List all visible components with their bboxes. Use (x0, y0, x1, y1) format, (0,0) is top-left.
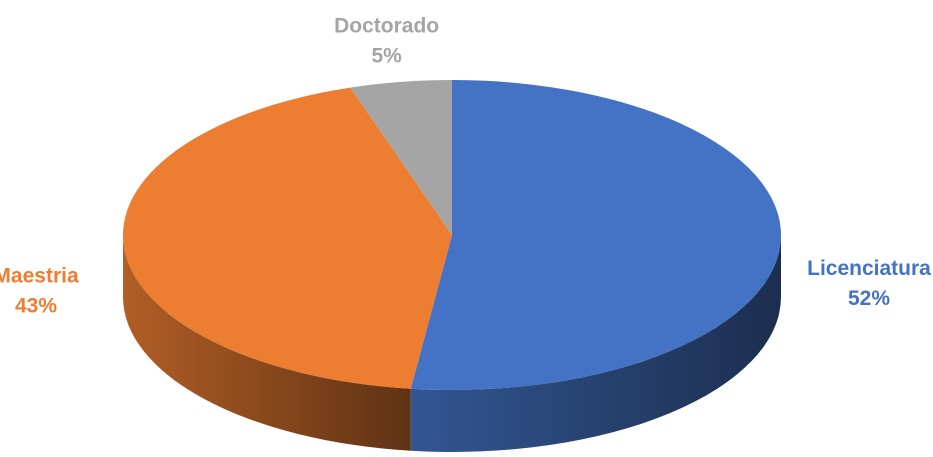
value-label: 5% (371, 44, 402, 67)
slice (123, 87, 453, 389)
value-label: 43% (15, 294, 57, 317)
slice (350, 80, 452, 235)
category-label: Doctorado (334, 14, 439, 37)
category-label: Maestria (0, 264, 79, 287)
category-label: Licenciatura (807, 257, 931, 280)
slice (410, 80, 782, 390)
value-label: 52% (848, 287, 890, 310)
slice-side (410, 235, 781, 452)
slice-side (123, 235, 411, 451)
